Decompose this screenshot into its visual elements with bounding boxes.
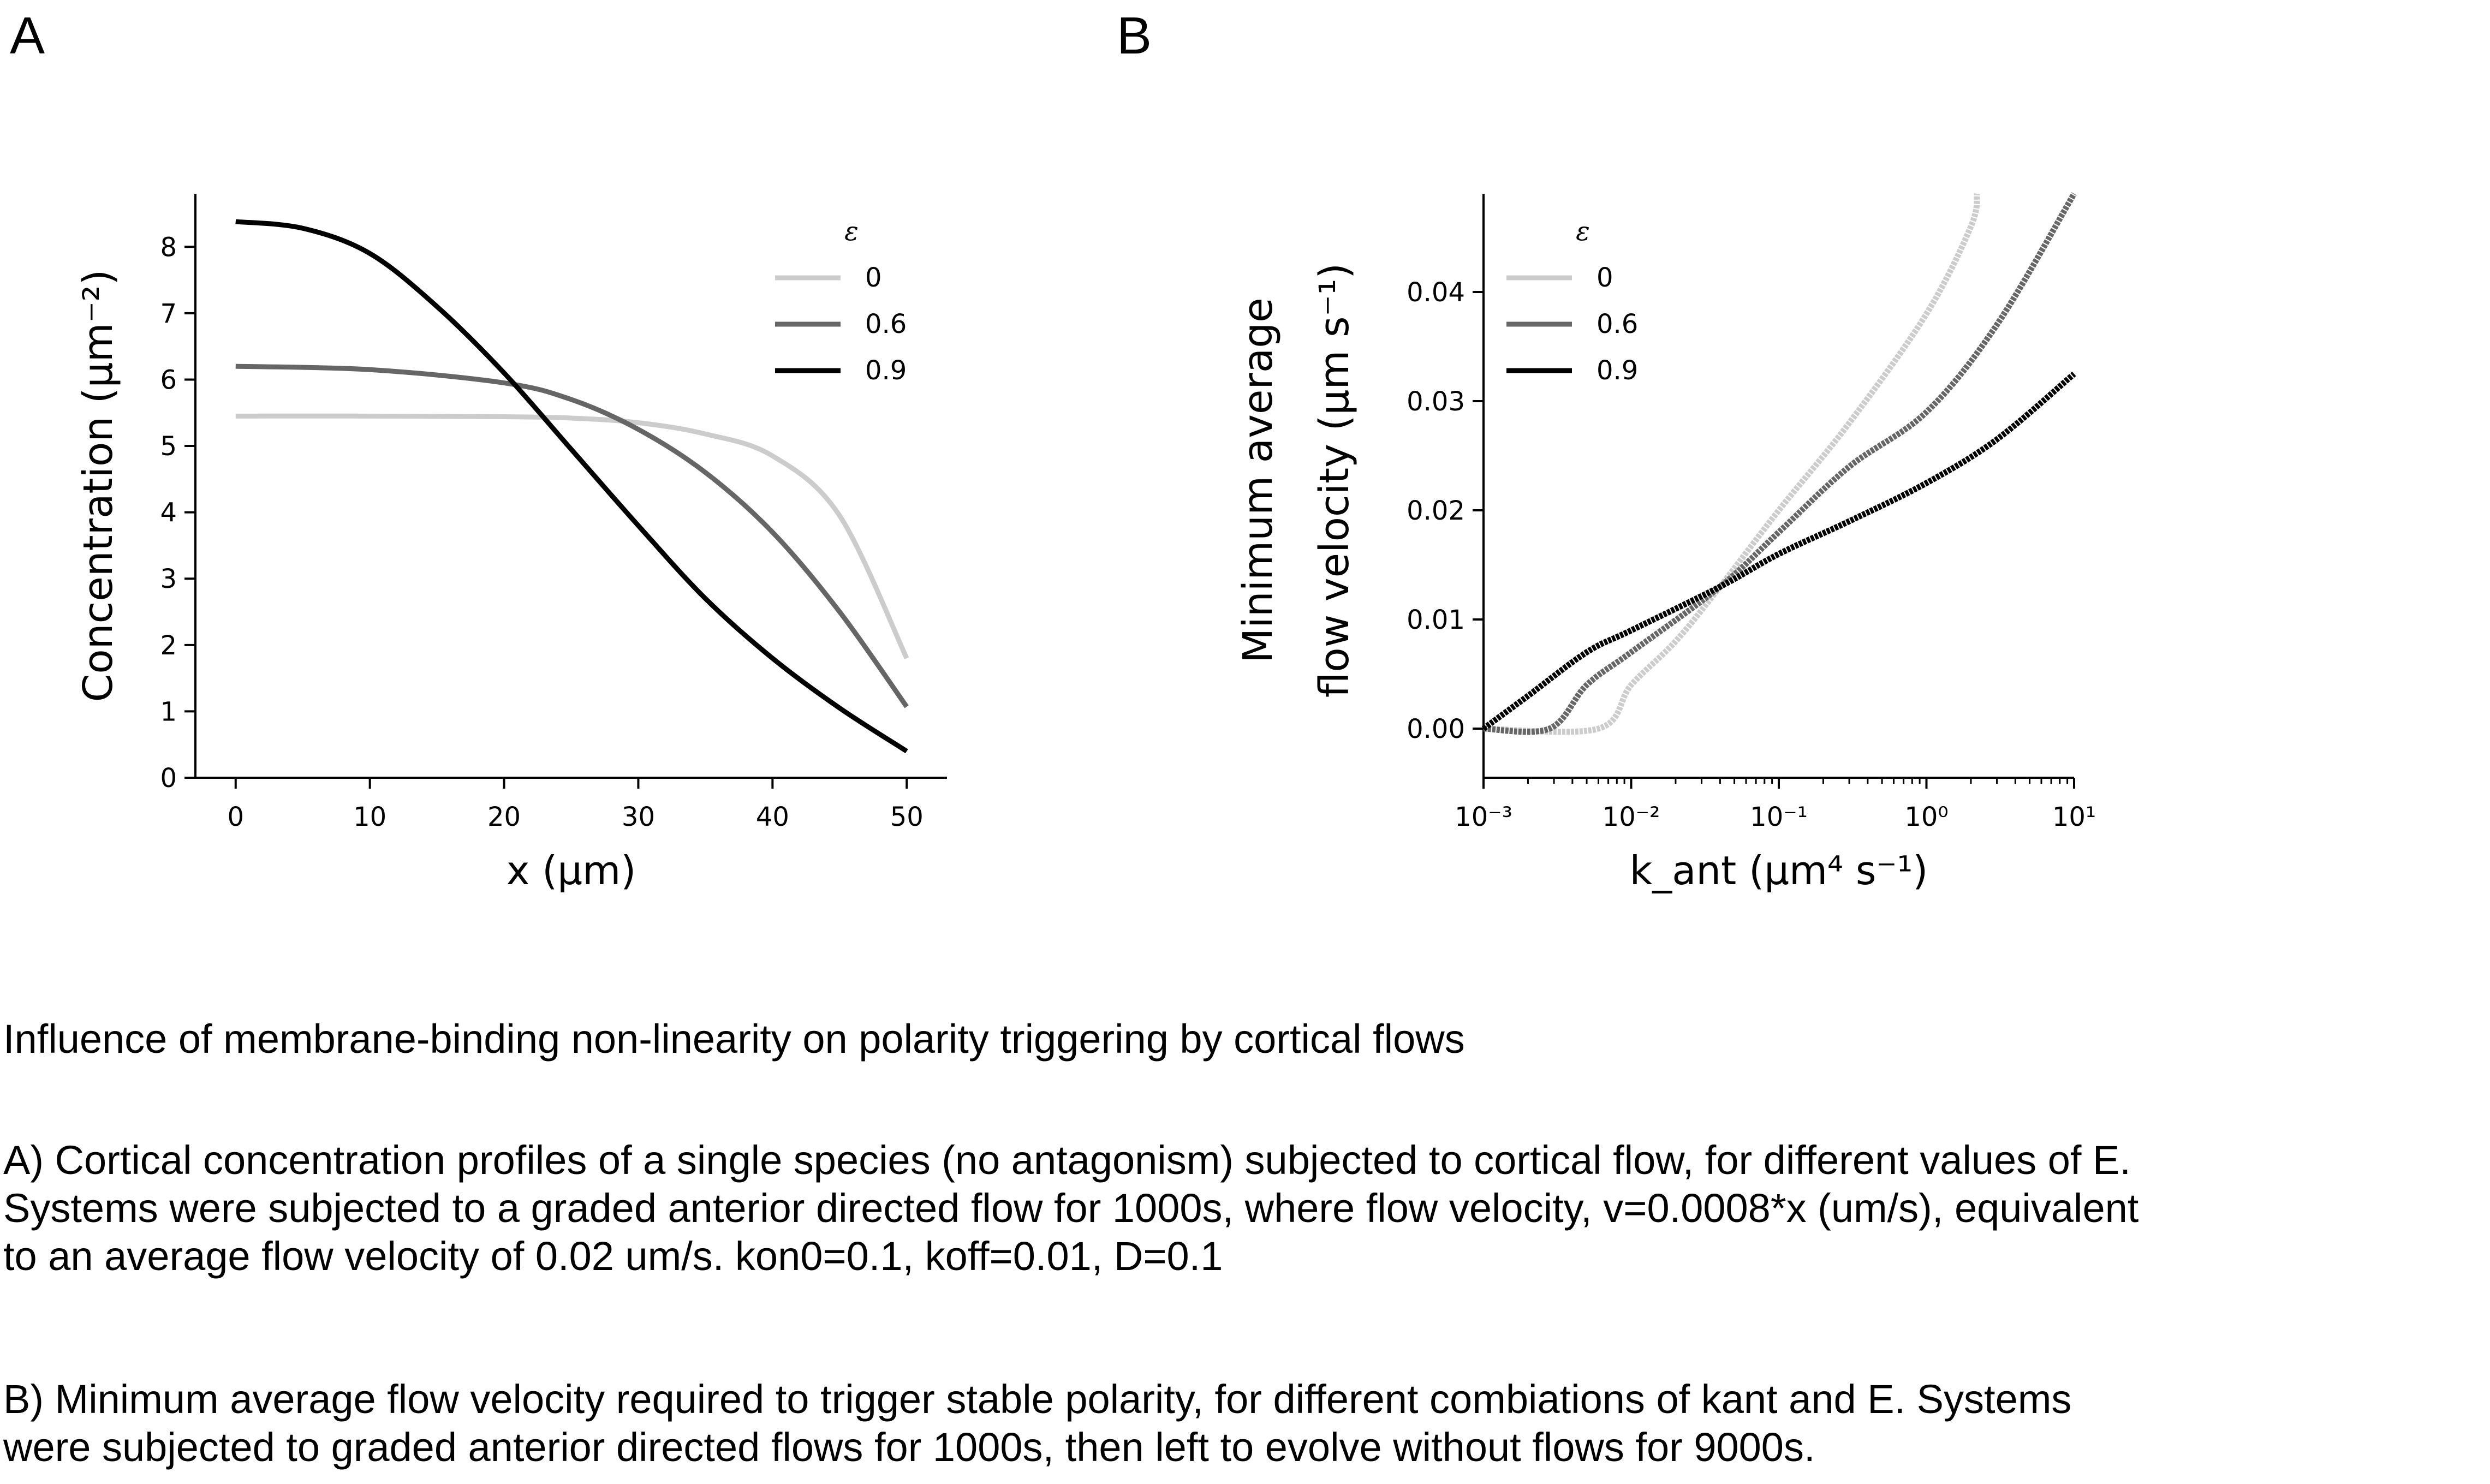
caption-b: B) Minimum average flow velocity require… — [3, 1375, 2071, 1471]
legend-label-0-9: 0.9 — [1597, 355, 1638, 386]
y-axis-label-line-1: Minimum average — [1235, 297, 1282, 663]
y-tick-label: 0.03 — [1407, 386, 1465, 417]
y-tick-label: 5 — [160, 431, 177, 462]
y-tick-label: 0.00 — [1407, 714, 1465, 744]
series-line-0-6 — [235, 363, 909, 708]
legend-title: ε — [844, 216, 859, 247]
y-tick-label: 2 — [160, 630, 177, 661]
x-tick-label: 10 — [353, 802, 386, 832]
caption-title: Influence of membrane-binding non-linear… — [3, 1016, 1465, 1062]
caption-a-line-3: to an average flow velocity of 0.02 um/s… — [3, 1233, 1223, 1279]
y-axis-label: Concentration (μm⁻²) — [75, 270, 122, 702]
x-tick-label: 30 — [622, 802, 655, 832]
series-line-0-9 — [235, 219, 908, 754]
x-tick-label: 0 — [227, 802, 244, 832]
x-tick-label: 40 — [756, 802, 789, 832]
y-tick-label: 8 — [160, 232, 177, 263]
legend-title: ε — [1576, 216, 1590, 247]
caption-b-line-2: were subjected to graded anterior direct… — [3, 1425, 1815, 1470]
x-tick-label: 10⁻² — [1603, 802, 1660, 832]
chart-b: 10⁻³ 10⁻² 10⁻¹ 10⁰ 10¹ 0.00 0.01 0.02 0.03 0.04 k_… — [1235, 192, 2096, 893]
x-tick-label: 10⁻³ — [1455, 802, 1512, 832]
legend-label-0-9: 0.9 — [865, 355, 907, 386]
legend-label-0: 0 — [1597, 263, 1613, 293]
caption-a-line-2: Systems were subjected to a graded anter… — [3, 1185, 2139, 1231]
y-tick-label: 3 — [160, 564, 177, 594]
series-line-0 — [1483, 193, 1980, 735]
caption-b-line-1: B) Minimum average flow velocity require… — [3, 1376, 2072, 1422]
y-tick-label: 0.01 — [1407, 605, 1465, 635]
y-tick-label: 4 — [160, 498, 177, 528]
x-tick-label: 20 — [487, 802, 521, 832]
series-line-0 — [235, 413, 909, 660]
panel-letter-a: A — [10, 7, 45, 65]
series-line-0-6 — [1483, 192, 2077, 735]
x-tick-label: 50 — [890, 802, 924, 832]
y-tick-label: 0.04 — [1407, 277, 1465, 308]
y-tick-label: 0 — [160, 763, 177, 794]
y-axis-label-line-2: flow velocity (μm s⁻¹) — [1311, 263, 1358, 698]
legend-label-0-6: 0.6 — [1597, 309, 1638, 339]
legend-label-0: 0 — [865, 263, 882, 293]
panel-letter-b: B — [1117, 7, 1152, 65]
x-tick-label: 10⁻¹ — [1750, 802, 1808, 832]
x-tick-label: 10⁰ — [1904, 802, 1948, 832]
x-axis-label: k_ant (μm⁴ s⁻¹) — [1630, 848, 1928, 893]
y-tick-label: 6 — [160, 365, 177, 395]
caption-a-line-1: A) Cortical concentration profiles of a … — [3, 1137, 2131, 1183]
legend-label-0-6: 0.6 — [865, 309, 907, 339]
x-axis-label: x (μm) — [507, 848, 636, 893]
x-tick-label: 10¹ — [2052, 802, 2096, 832]
y-tick-label: 0.02 — [1407, 496, 1465, 526]
y-tick-label: 1 — [160, 696, 177, 727]
series-line-0-9 — [1481, 371, 2076, 731]
caption-a: A) Cortical concentration profiles of a … — [3, 1136, 2138, 1280]
chart-a: 0 10 20 30 40 50 0 1 2 3 4 5 6 7 8 x (μm) Concentration … — [75, 194, 947, 893]
y-tick-label: 7 — [160, 299, 177, 329]
